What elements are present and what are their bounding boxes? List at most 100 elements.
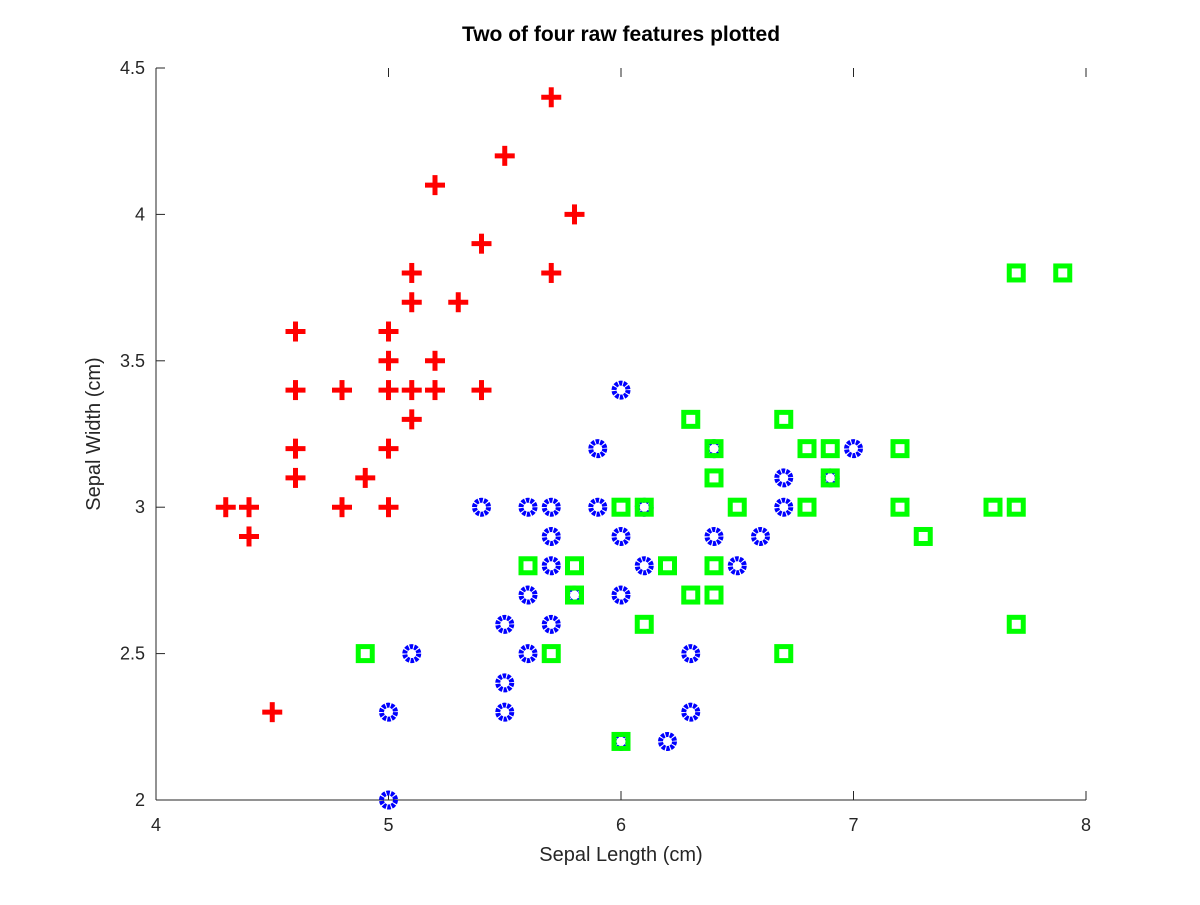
- circle-marker: [541, 556, 561, 576]
- plus-marker: [332, 380, 352, 401]
- circle-marker: [541, 526, 561, 546]
- x-tick-label: 5: [383, 815, 393, 835]
- plus-marker: [332, 497, 352, 518]
- plus-marker: [215, 497, 236, 518]
- plus-marker: [425, 350, 445, 371]
- plus-marker: [378, 380, 399, 401]
- data-markers: [215, 87, 1073, 810]
- y-ticks: 2 2.5 3 3.5 4 4.5: [120, 58, 165, 810]
- plus-marker: [564, 204, 585, 225]
- y-tick-label: 2.5: [120, 644, 145, 664]
- circle-marker: [751, 526, 770, 546]
- square-marker: [1006, 263, 1026, 283]
- square-marker: [797, 439, 817, 459]
- plus-marker: [378, 438, 399, 459]
- square-marker: [1006, 614, 1026, 634]
- plus-marker: [262, 702, 283, 723]
- square-marker: [704, 468, 724, 488]
- circle-marker: [472, 497, 491, 517]
- y-tick-label: 3: [135, 497, 145, 517]
- square-marker: [681, 409, 701, 429]
- circle-marker: [379, 702, 398, 722]
- x-ticks: 4 5 6 7 8: [151, 68, 1091, 835]
- circle-marker: [611, 526, 631, 546]
- square-marker: [704, 556, 724, 576]
- circle-marker: [611, 585, 631, 605]
- x-tick-label: 6: [616, 815, 626, 835]
- circle-marker: [681, 644, 701, 664]
- square-marker: [820, 439, 840, 459]
- square-marker: [611, 497, 631, 517]
- circle-marker: [495, 614, 515, 634]
- circle-marker: [588, 497, 608, 517]
- x-tick-label: 8: [1081, 815, 1091, 835]
- circle-marker: [495, 673, 515, 693]
- circle-marker: [541, 614, 561, 634]
- plus-marker: [285, 438, 306, 459]
- circle-marker: [774, 468, 794, 488]
- plus-marker: [355, 467, 376, 488]
- plus-marker: [285, 321, 306, 342]
- circle-marker: [844, 439, 863, 459]
- plus-marker: [378, 350, 399, 371]
- square-marker: [913, 526, 933, 546]
- square-marker: [1006, 497, 1026, 517]
- circle-marker: [379, 790, 398, 810]
- square-marker: [890, 439, 910, 459]
- y-axis-label: Sepal Width (cm): [83, 357, 105, 510]
- plus-marker: [401, 380, 422, 401]
- plus-marker: [401, 292, 422, 313]
- circle-marker: [518, 585, 538, 605]
- circle-marker: [727, 556, 747, 576]
- plus-marker: [448, 292, 469, 313]
- plus-marker: [401, 409, 422, 430]
- circle-marker: [704, 526, 724, 546]
- square-marker: [541, 644, 561, 664]
- circle-marker: [402, 644, 422, 664]
- square-marker: [704, 585, 724, 605]
- square-marker: [611, 731, 631, 751]
- square-marker: [681, 585, 701, 605]
- square-marker: [820, 468, 840, 488]
- square-marker: [1053, 263, 1073, 283]
- y-tick-label: 3.5: [120, 351, 145, 371]
- x-tick-label: 4: [151, 815, 161, 835]
- square-marker: [658, 556, 677, 576]
- plus-marker: [425, 175, 445, 196]
- chart-title: Two of four raw features plotted: [462, 23, 780, 46]
- x-axis-label: Sepal Length (cm): [539, 844, 702, 866]
- x-tick-label: 7: [848, 815, 858, 835]
- square-marker: [565, 585, 584, 605]
- plus-marker: [425, 380, 445, 401]
- plus-marker: [285, 467, 306, 488]
- plus-marker: [239, 497, 259, 518]
- square-marker: [704, 439, 724, 459]
- circle-marker: [541, 497, 561, 517]
- circle-marker: [681, 702, 701, 722]
- square-marker: [774, 409, 794, 429]
- square-marker: [797, 497, 817, 517]
- plus-marker: [541, 262, 562, 283]
- circle-marker: [658, 731, 677, 751]
- plus-marker: [378, 497, 399, 518]
- plus-marker: [378, 321, 399, 342]
- circle-marker: [611, 380, 631, 400]
- circle-marker: [774, 497, 794, 517]
- y-tick-label: 4: [135, 204, 145, 224]
- square-marker: [355, 644, 375, 664]
- square-marker: [634, 614, 654, 634]
- square-marker: [774, 644, 794, 664]
- y-tick-label: 4.5: [120, 58, 145, 78]
- circle-marker: [518, 497, 538, 517]
- circle-marker: [634, 556, 654, 576]
- square-marker: [727, 497, 747, 517]
- square-marker: [890, 497, 910, 517]
- y-tick-label: 2: [135, 790, 145, 810]
- square-marker: [518, 556, 538, 576]
- plus-marker: [285, 380, 306, 401]
- square-marker: [983, 497, 1003, 517]
- square-marker: [565, 556, 584, 576]
- axes: [155, 68, 1086, 801]
